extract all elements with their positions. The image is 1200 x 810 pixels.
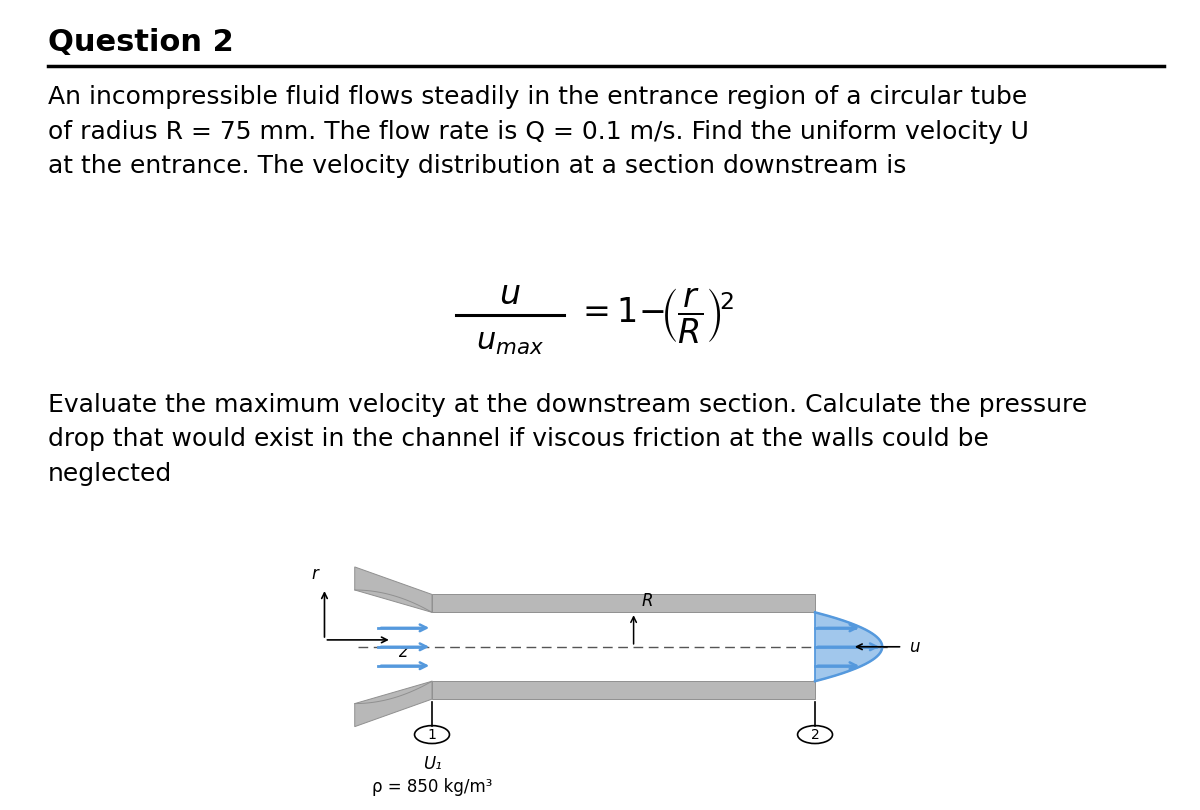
Polygon shape — [355, 567, 432, 612]
FancyBboxPatch shape — [432, 595, 815, 612]
Text: z: z — [398, 643, 407, 661]
Text: $=1{-}\!\left(\dfrac{r}{R}\right)^{\!2}$: $=1{-}\!\left(\dfrac{r}{R}\right)^{\!2}$ — [576, 286, 734, 344]
FancyBboxPatch shape — [432, 681, 815, 699]
Text: Evaluate the maximum velocity at the downstream section. Calculate the pressure
: Evaluate the maximum velocity at the dow… — [48, 393, 1087, 486]
Text: ρ = 850 kg/m³: ρ = 850 kg/m³ — [372, 778, 492, 795]
Polygon shape — [815, 612, 882, 681]
Text: $u$: $u$ — [499, 278, 521, 310]
Text: Question 2: Question 2 — [48, 28, 234, 58]
Text: $u$: $u$ — [910, 637, 920, 656]
Text: 1: 1 — [427, 727, 437, 742]
Text: 2: 2 — [811, 727, 820, 742]
Text: $u_{max}$: $u_{max}$ — [476, 328, 544, 357]
Text: R: R — [642, 591, 653, 610]
Text: U₁: U₁ — [422, 755, 442, 774]
Text: r: r — [311, 565, 318, 583]
Polygon shape — [355, 681, 432, 727]
Text: An incompressible fluid flows steadily in the entrance region of a circular tube: An incompressible fluid flows steadily i… — [48, 85, 1028, 178]
